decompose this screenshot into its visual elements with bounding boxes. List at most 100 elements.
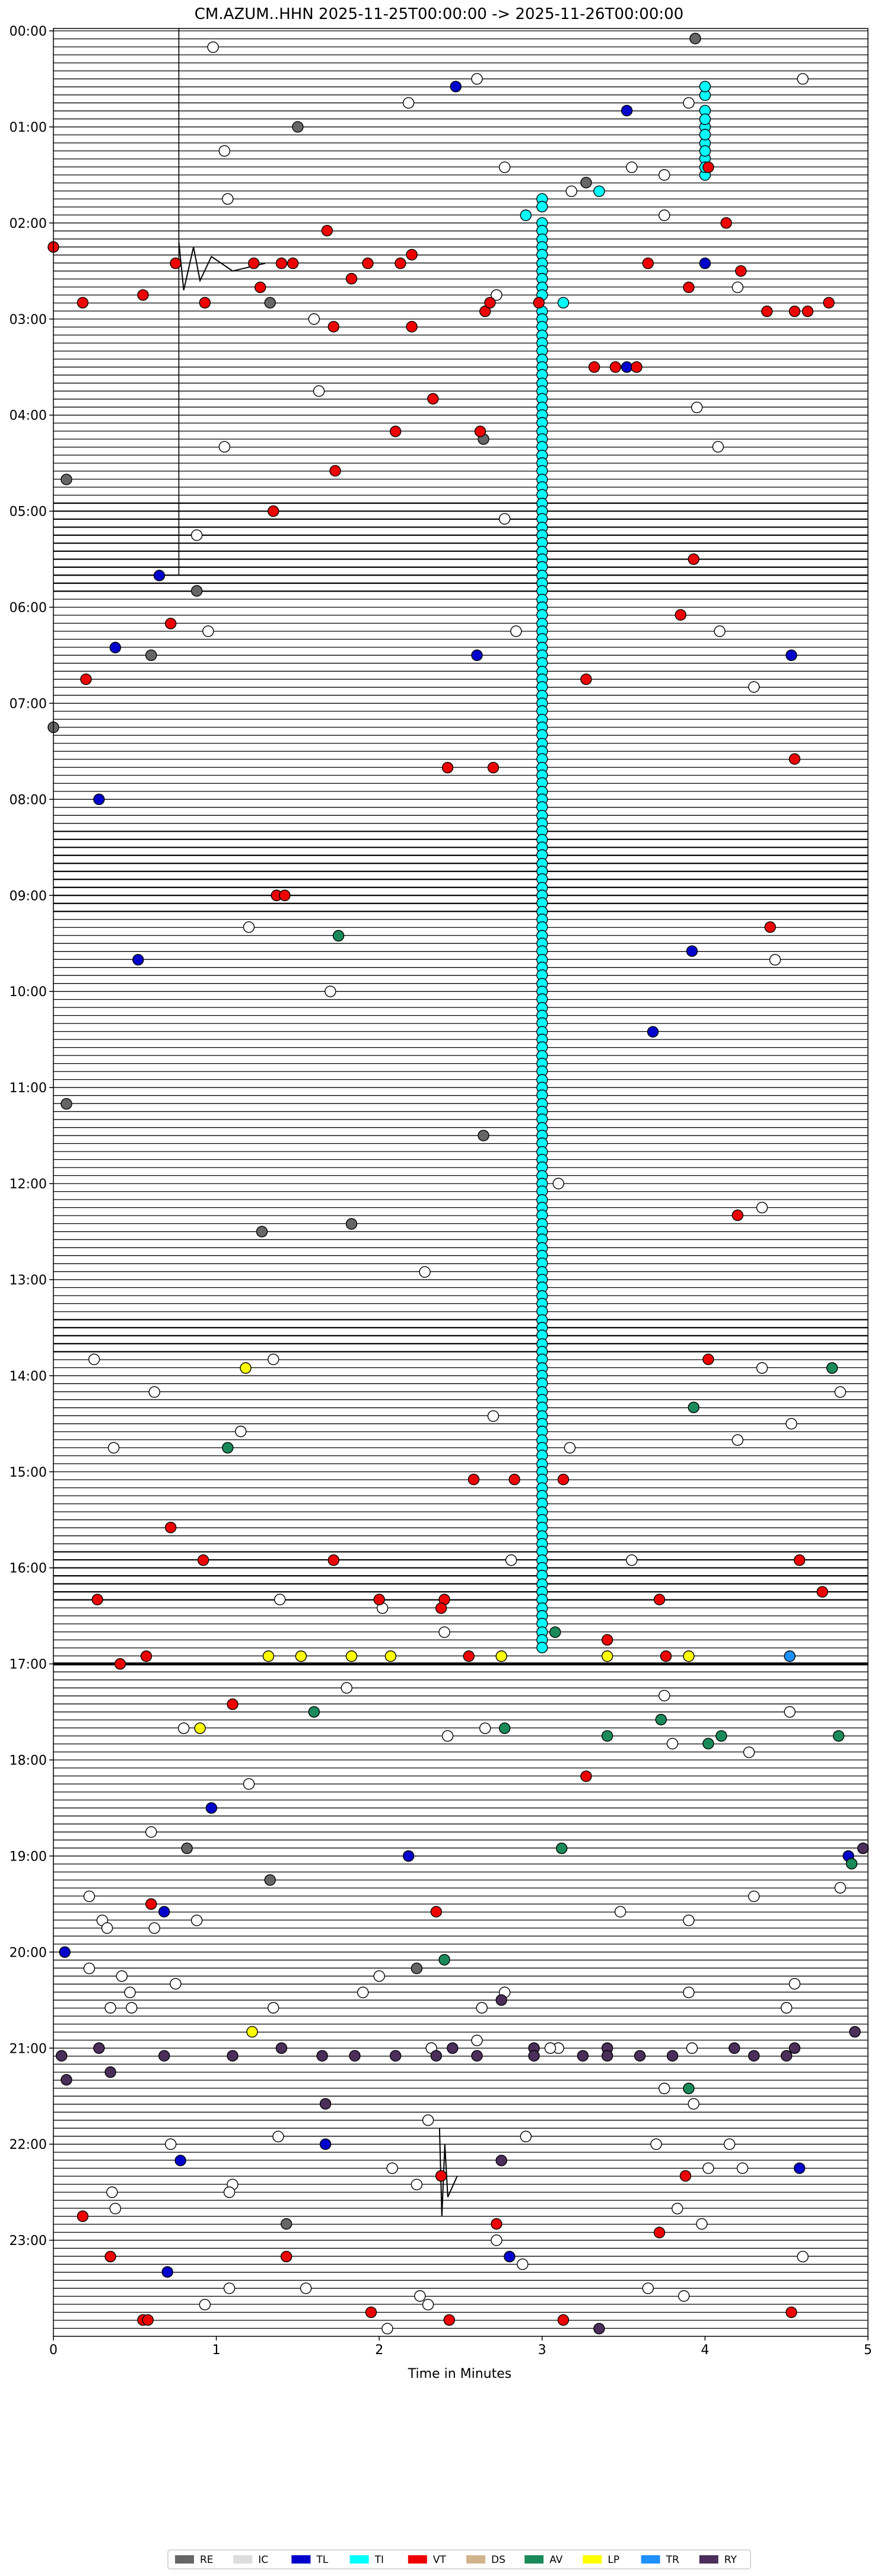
event-marker-vt bbox=[793, 1554, 806, 1566]
event-marker-ic bbox=[300, 2282, 312, 2294]
event-marker-tl bbox=[450, 81, 462, 93]
event-marker-re bbox=[280, 2218, 292, 2230]
event-marker-vt bbox=[441, 762, 454, 774]
event-marker-re bbox=[478, 1130, 489, 1141]
event-marker-ic bbox=[510, 625, 522, 637]
event-marker-av bbox=[601, 1730, 613, 1742]
event-marker-vt bbox=[279, 889, 291, 901]
event-marker-ic bbox=[756, 1362, 768, 1374]
event-marker-ic bbox=[498, 513, 511, 525]
event-marker-ic bbox=[666, 1738, 679, 1750]
event-marker-lp bbox=[345, 1650, 358, 1662]
event-marker-vt bbox=[430, 1906, 443, 1918]
event-marker-re bbox=[190, 585, 203, 597]
event-marker-ic bbox=[769, 954, 781, 966]
y-tick-label: 15:00 bbox=[9, 1465, 47, 1480]
event-marker-re bbox=[256, 1226, 268, 1238]
event-marker-vt bbox=[720, 217, 732, 229]
y-tick-label: 08:00 bbox=[9, 793, 47, 807]
event-marker-ic bbox=[414, 2290, 426, 2302]
event-marker-vt bbox=[735, 265, 747, 277]
event-marker-ry bbox=[227, 2050, 238, 2062]
event-marker-ti bbox=[593, 185, 605, 198]
event-marker-ic bbox=[88, 1353, 100, 1366]
y-tick-label: 11:00 bbox=[9, 1081, 47, 1096]
event-marker-vt bbox=[197, 1554, 209, 1566]
event-marker-lp bbox=[262, 1650, 275, 1662]
event-marker-ic bbox=[411, 2179, 423, 2190]
event-marker-ry bbox=[748, 2050, 760, 2062]
event-marker-ic bbox=[552, 1178, 564, 1190]
event-marker-vt bbox=[199, 297, 211, 309]
event-marker-ic bbox=[107, 1442, 120, 1454]
event-marker-ic bbox=[313, 385, 325, 397]
event-marker-ic bbox=[273, 1594, 286, 1605]
event-marker-ic bbox=[683, 1914, 695, 1926]
event-marker-ic bbox=[686, 2042, 698, 2054]
event-marker-vt bbox=[142, 2314, 154, 2326]
event-marker-ic bbox=[731, 281, 744, 294]
event-marker-ic bbox=[834, 1882, 847, 1894]
event-marker-re bbox=[181, 1842, 193, 1855]
event-marker-av bbox=[688, 1401, 699, 1413]
event-marker-re bbox=[580, 177, 592, 189]
event-marker-ic bbox=[199, 2298, 211, 2311]
event-marker-ry bbox=[577, 2050, 589, 2062]
event-marker-re bbox=[61, 1098, 72, 1110]
event-marker-ic bbox=[479, 1722, 491, 1734]
event-marker-vt bbox=[802, 306, 814, 317]
event-marker-ti bbox=[536, 1642, 548, 1653]
event-marker-ic bbox=[202, 625, 214, 637]
event-marker-ic bbox=[177, 1722, 190, 1734]
event-marker-ic bbox=[190, 1914, 203, 1926]
event-marker-ic bbox=[659, 169, 670, 181]
event-marker-re bbox=[411, 1963, 423, 1974]
event-markers bbox=[47, 33, 869, 2335]
event-marker-tl bbox=[319, 2138, 332, 2150]
event-marker-av bbox=[826, 1362, 838, 1374]
y-tick-label: 05:00 bbox=[9, 505, 47, 520]
event-marker-vt bbox=[321, 225, 333, 237]
event-marker-tl bbox=[647, 1026, 659, 1038]
event-marker-ic bbox=[422, 2114, 434, 2126]
legend-swatch bbox=[291, 2555, 311, 2564]
event-marker-vt bbox=[474, 425, 486, 437]
event-marker-ry bbox=[61, 2073, 72, 2086]
event-marker-ic bbox=[373, 1970, 385, 1982]
event-marker-ic bbox=[659, 1690, 670, 1702]
event-marker-av bbox=[438, 1954, 450, 1966]
legend-label: TL bbox=[316, 2554, 328, 2566]
event-marker-ic bbox=[491, 289, 502, 301]
event-marker-ic bbox=[691, 402, 703, 414]
event-marker-vt bbox=[631, 361, 643, 373]
y-tick-label: 14:00 bbox=[9, 1369, 47, 1384]
event-marker-vt bbox=[508, 1474, 520, 1486]
event-marker-ry bbox=[634, 2050, 646, 2062]
event-marker-ic bbox=[471, 2034, 483, 2046]
event-marker-re bbox=[264, 297, 276, 309]
trace-lines bbox=[53, 30, 868, 2329]
event-marker-vt bbox=[443, 2314, 455, 2326]
event-marker-ic bbox=[678, 2290, 690, 2302]
event-marker-av bbox=[715, 1730, 727, 1742]
legend-swatch bbox=[641, 2555, 660, 2564]
event-marker-ti bbox=[699, 81, 711, 93]
event-marker-vt bbox=[280, 2250, 292, 2263]
event-marker-av bbox=[832, 1730, 845, 1742]
event-marker-ic bbox=[386, 2162, 398, 2174]
event-marker-ti bbox=[699, 129, 711, 141]
event-marker-vt bbox=[389, 425, 402, 437]
event-marker-ry bbox=[729, 2042, 740, 2054]
event-marker-tr bbox=[784, 1650, 796, 1662]
event-marker-ry bbox=[93, 2042, 105, 2054]
event-marker-ry bbox=[849, 2026, 861, 2038]
event-marker-ic bbox=[614, 1906, 626, 1918]
event-marker-vt bbox=[145, 1898, 157, 1910]
event-marker-ti bbox=[557, 297, 570, 309]
event-marker-ic bbox=[109, 2202, 122, 2215]
event-marker-ry bbox=[349, 2050, 361, 2062]
event-marker-ic bbox=[243, 1778, 255, 1790]
event-marker-ic bbox=[218, 145, 231, 157]
legend-swatch bbox=[408, 2555, 427, 2564]
